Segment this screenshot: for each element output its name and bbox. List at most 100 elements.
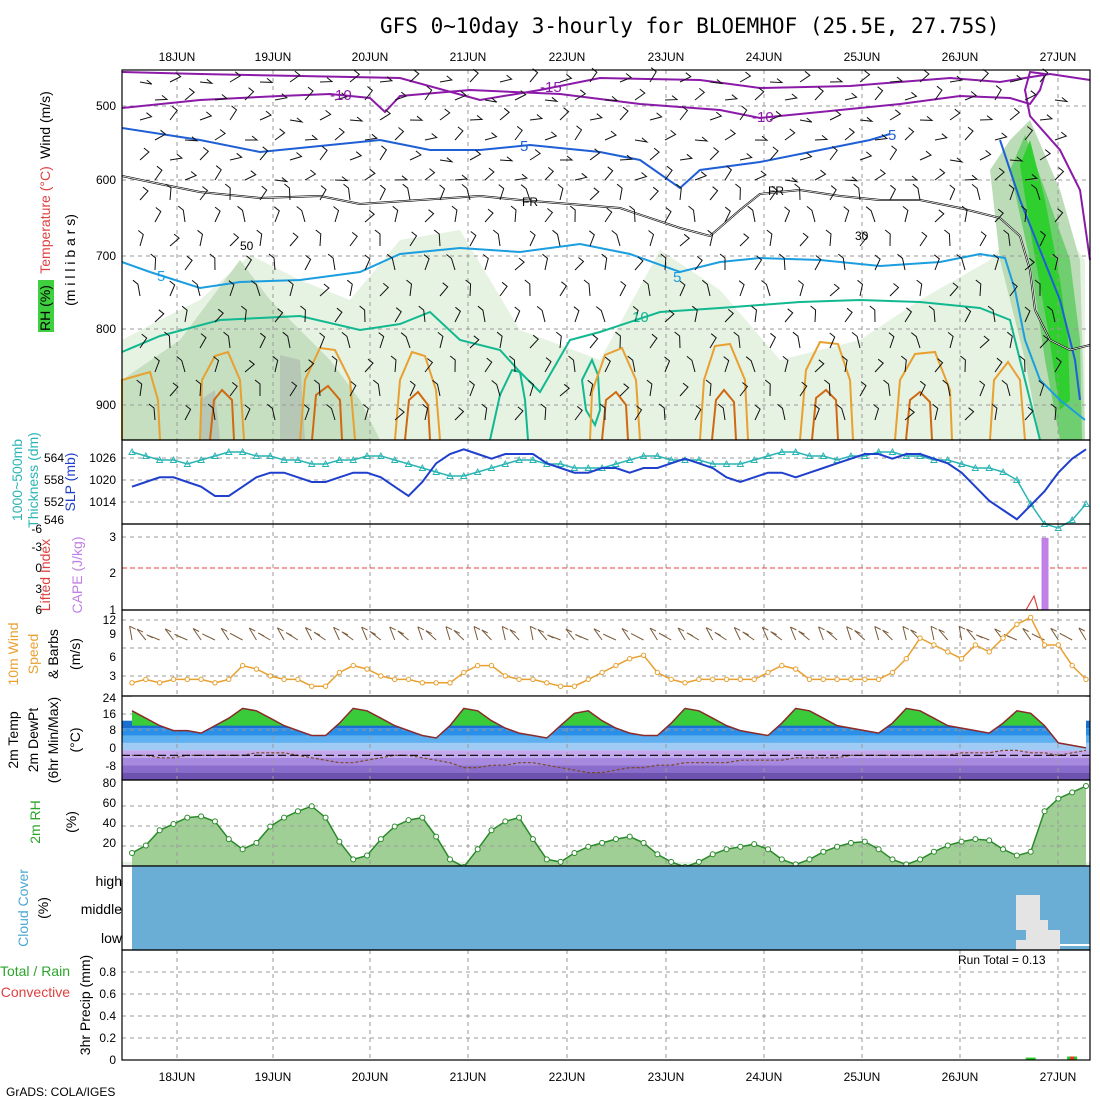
wind-barb — [240, 305, 247, 323]
wind-barb — [319, 110, 332, 121]
wind-barb — [904, 307, 913, 323]
wind-barb — [542, 253, 549, 271]
wind-barb — [1054, 167, 1065, 181]
wind10-barb — [509, 629, 520, 641]
wind-barb — [544, 167, 555, 181]
wind-barb — [979, 115, 994, 121]
wind-barb — [1003, 229, 1011, 247]
wind10-marker — [502, 673, 509, 679]
thickness-marker — [888, 447, 897, 455]
axis-titles: Wind (m/s) Temperature (°C) RH (%) (m i l l… — [0, 91, 93, 1055]
bottom-day-labels: 18JUN 19JUN 20JUN 21JUN 22JUN 23JUN 24JUN 25JUN… — [159, 1070, 1077, 1084]
wind-barb — [910, 332, 921, 349]
wind-barb — [468, 380, 475, 397]
rh-marker — [239, 846, 246, 853]
wind-barb — [829, 283, 840, 297]
wind-barb — [514, 406, 524, 421]
wind10-barb — [164, 628, 174, 641]
wind-barb — [994, 132, 1008, 141]
axis-title-slp: SLP (mb) — [62, 453, 78, 512]
tick-label: 0.2 — [99, 1031, 116, 1045]
wind-barb — [303, 404, 310, 421]
wind-barb — [469, 68, 479, 83]
wind-barb — [169, 106, 178, 121]
wind-barb — [648, 230, 655, 247]
contour-label-fr-right: FR — [768, 184, 784, 198]
cape-bars — [1041, 537, 1049, 610]
day-label-top: 25JUN — [844, 50, 881, 64]
wind-barb — [884, 229, 891, 247]
wind-barb — [207, 403, 216, 421]
rh-marker — [585, 843, 592, 850]
wind10-marker — [336, 669, 343, 676]
day-label-bottom: 27JUN — [1040, 1070, 1077, 1084]
thickness-marker — [515, 455, 523, 463]
wind-barb — [1024, 90, 1037, 101]
rh-marker — [377, 836, 384, 843]
wind-barb — [334, 176, 349, 182]
wind-barb — [694, 256, 703, 271]
axis-title-precip: 3hr Precip (mm) — [77, 955, 93, 1055]
wind-barb — [814, 255, 822, 271]
wind-barb — [814, 135, 829, 141]
wind-barb — [378, 332, 385, 349]
day-label-top: 26JUN — [942, 50, 979, 64]
wind-barb — [1024, 126, 1034, 141]
wind10-panel — [121, 609, 1091, 697]
wind-barb — [482, 254, 489, 271]
wind10-marker — [945, 649, 951, 655]
wind-barb — [469, 149, 482, 161]
rh-marker — [944, 842, 951, 849]
wind-barb — [274, 93, 288, 101]
wind10-marker — [903, 656, 909, 662]
wind-barb — [934, 85, 943, 101]
wind10-marker — [364, 666, 370, 672]
wind-barb — [331, 355, 338, 373]
wind-barb — [634, 172, 648, 181]
wind-barb — [987, 305, 996, 323]
wind-barb — [784, 93, 798, 101]
wind10-barb — [826, 630, 838, 641]
wind-barb — [971, 184, 981, 201]
axis-title-cloud: Cloud Cover — [15, 869, 31, 947]
wind-barb — [423, 254, 430, 271]
thickness-marker — [1082, 499, 1090, 507]
wind-barb — [199, 147, 210, 161]
rh-marker — [765, 846, 771, 853]
rh-marker — [225, 836, 232, 843]
wind-barb — [679, 72, 692, 83]
thickness-marker — [432, 467, 441, 475]
contour-label-minus10-right: -10 — [752, 109, 774, 126]
wind-barb — [559, 107, 570, 121]
wind-barb — [1039, 230, 1046, 247]
wind-barb — [491, 380, 501, 397]
wind-barb — [409, 115, 424, 121]
tick-label: 80 — [103, 776, 117, 790]
thickness-marker — [570, 463, 579, 471]
wind-barb — [319, 332, 326, 349]
thickness-marker — [238, 447, 247, 455]
wind10-marker — [862, 676, 868, 683]
day-label-bottom: 19JUN — [255, 1070, 292, 1084]
wind-barb — [1008, 184, 1015, 201]
wind-barb — [859, 232, 869, 247]
wind-barb — [437, 332, 444, 349]
wind-barb — [424, 209, 435, 223]
wind-barb — [154, 309, 165, 323]
cloud-level-high: high — [96, 873, 122, 889]
wind-barb — [184, 255, 193, 271]
thickness-marker — [307, 459, 316, 467]
wind-barb — [379, 76, 394, 83]
wind10-barb — [341, 631, 354, 641]
precip-panel: Run Total = 0.13 — [121, 949, 1091, 1061]
wind10-barb — [621, 627, 631, 641]
rh-marker — [972, 836, 979, 843]
wind-barb — [214, 165, 222, 181]
wind10-marker — [668, 676, 674, 683]
wind-barb — [559, 383, 570, 397]
axis-title-wind10-4: (m/s) — [67, 638, 83, 670]
wind-barb — [994, 85, 1002, 101]
rh-marker — [502, 818, 509, 825]
wind-barb — [154, 207, 162, 223]
wind-barb — [589, 187, 600, 201]
